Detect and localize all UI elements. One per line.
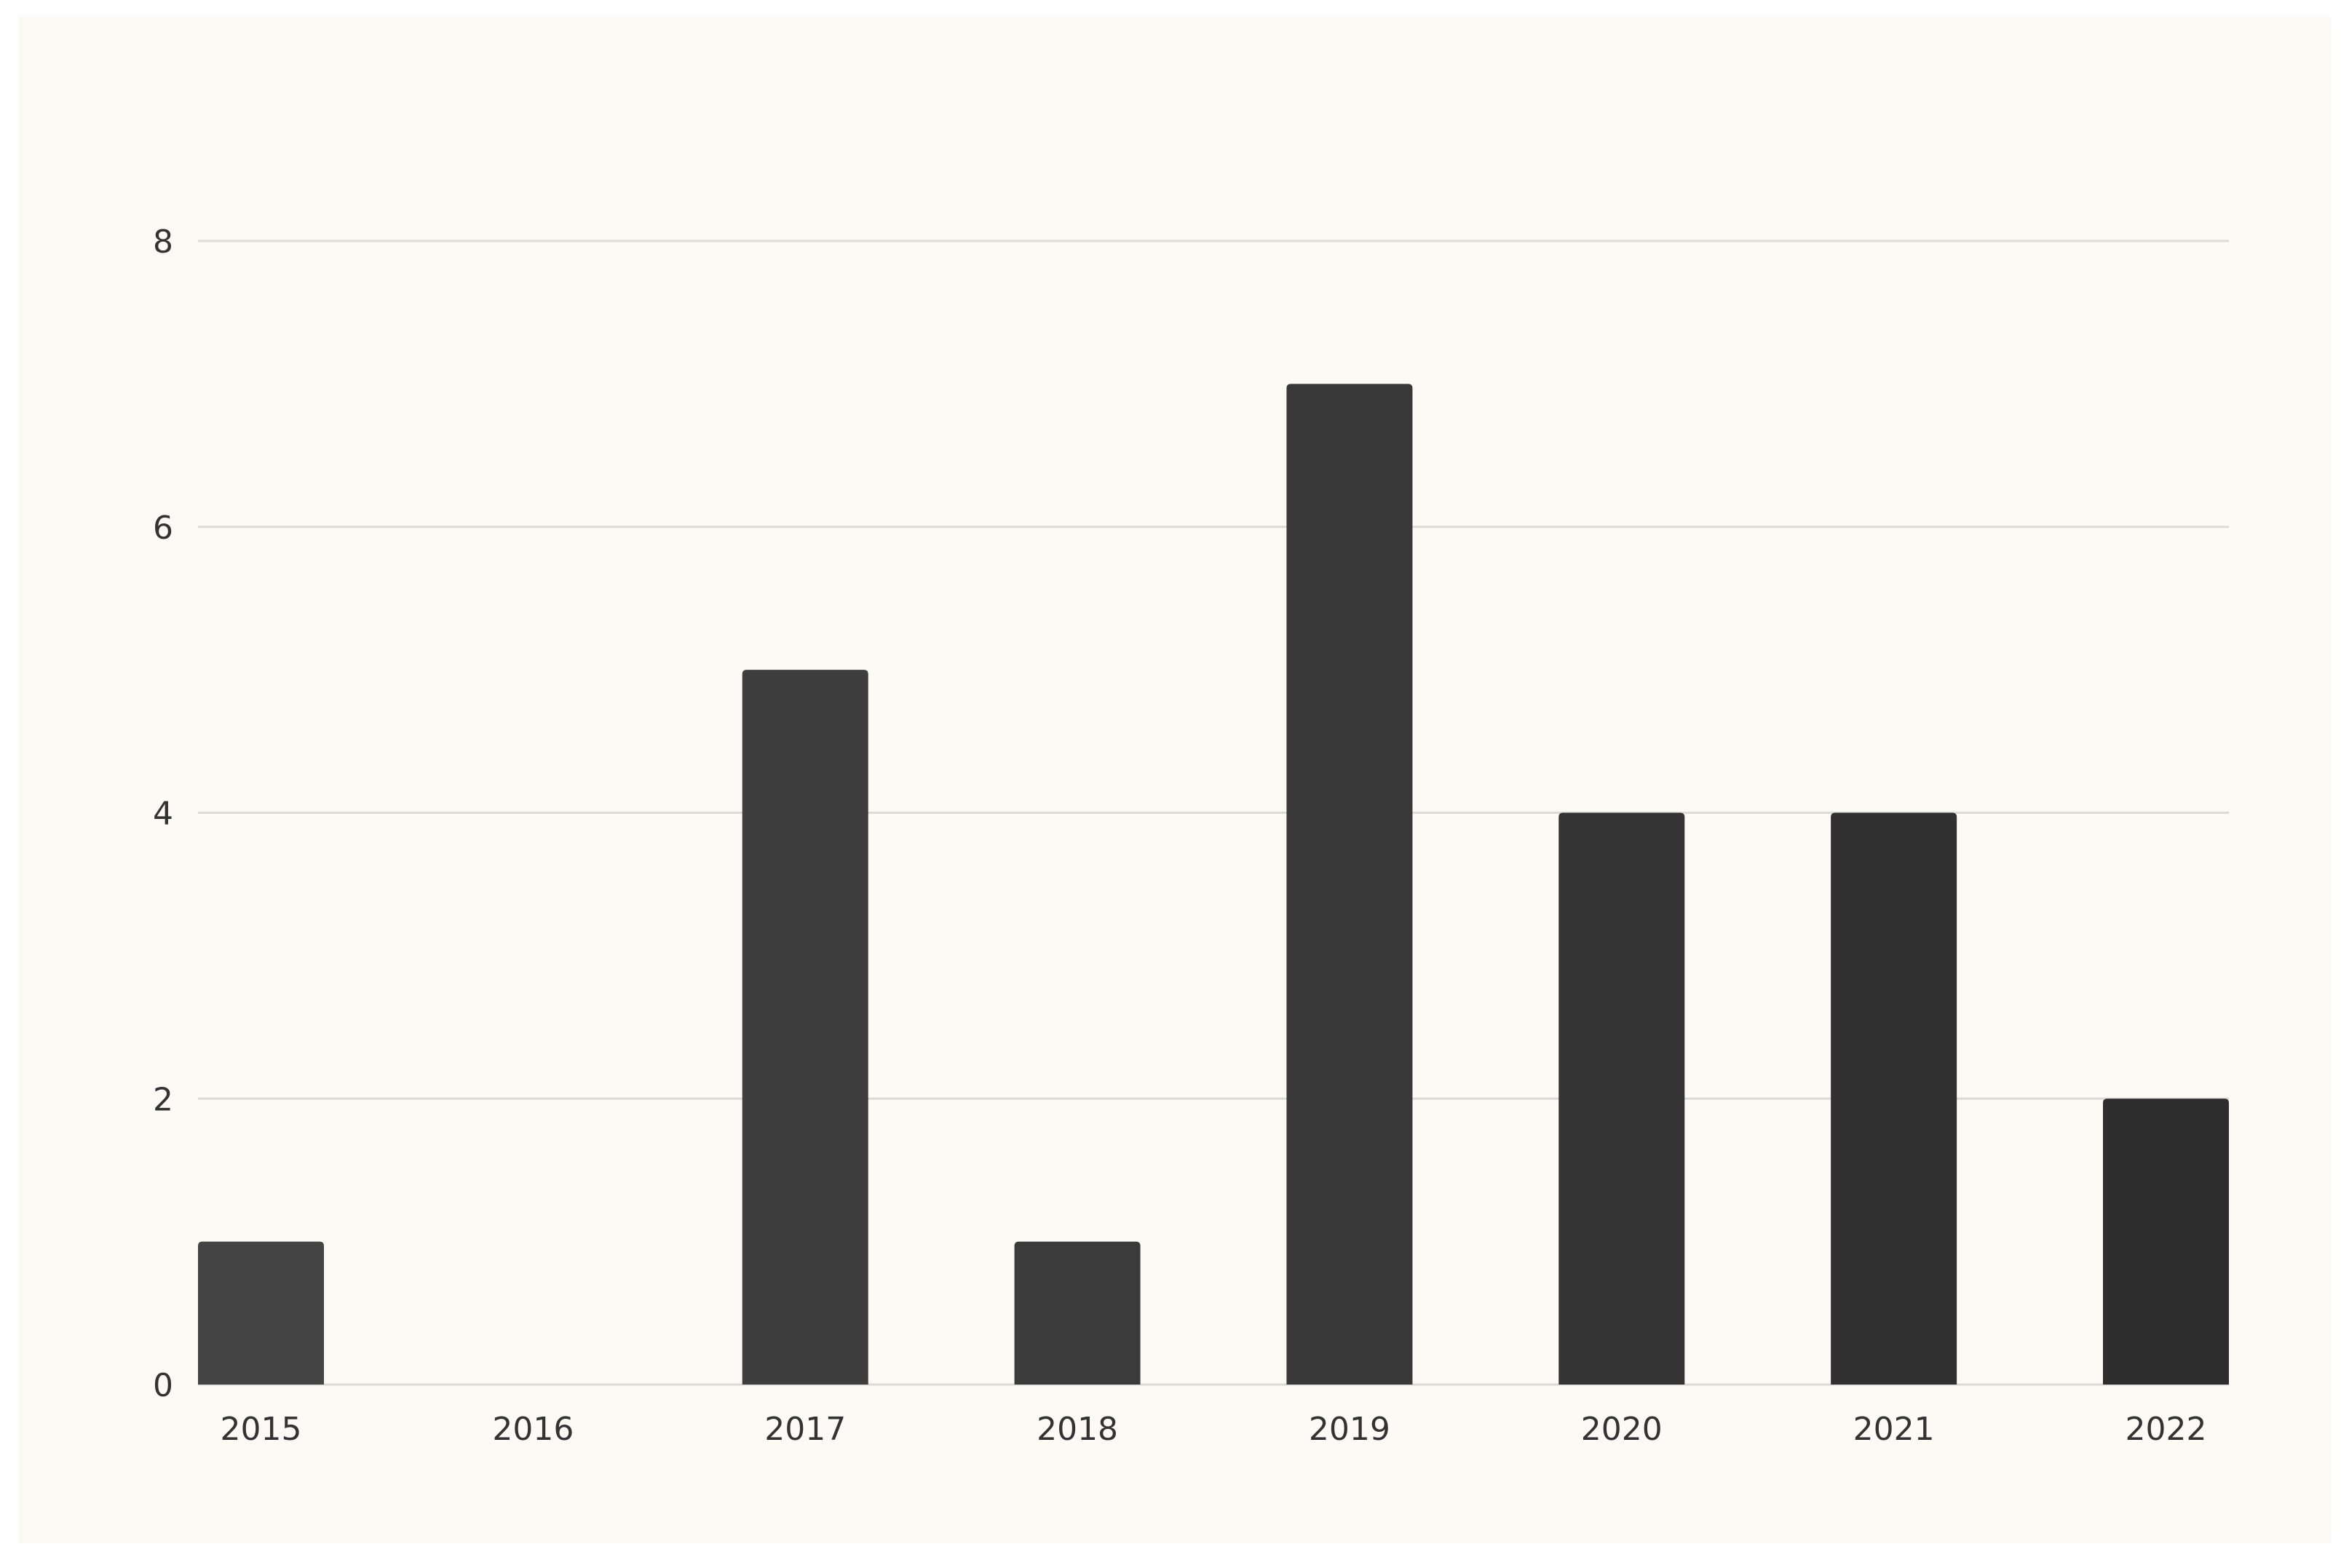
bar [1014, 1241, 1141, 1385]
x-tick-label: 2022 [2126, 1411, 2207, 1448]
bar [198, 1241, 324, 1385]
y-tick-label: 8 [153, 223, 173, 261]
bar [1286, 384, 1413, 1385]
bar [1558, 812, 1685, 1385]
bar [742, 670, 868, 1385]
x-tick-label: 2020 [1581, 1411, 1663, 1448]
bar [2103, 1098, 2229, 1385]
y-tick-label: 0 [153, 1367, 173, 1404]
x-tick-label: 2015 [221, 1411, 302, 1448]
x-tick-label: 2019 [1309, 1411, 1390, 1448]
chart-panel [18, 15, 2331, 1543]
y-tick-label: 2 [153, 1081, 173, 1118]
x-tick-label: 2018 [1037, 1411, 1118, 1448]
x-tick-label: 2021 [1853, 1411, 1935, 1448]
bar [1831, 812, 1957, 1385]
x-tick-label: 2017 [764, 1411, 846, 1448]
x-tick-label: 2016 [492, 1411, 574, 1448]
y-tick-label: 6 [153, 510, 173, 547]
y-tick-label: 4 [153, 796, 173, 833]
